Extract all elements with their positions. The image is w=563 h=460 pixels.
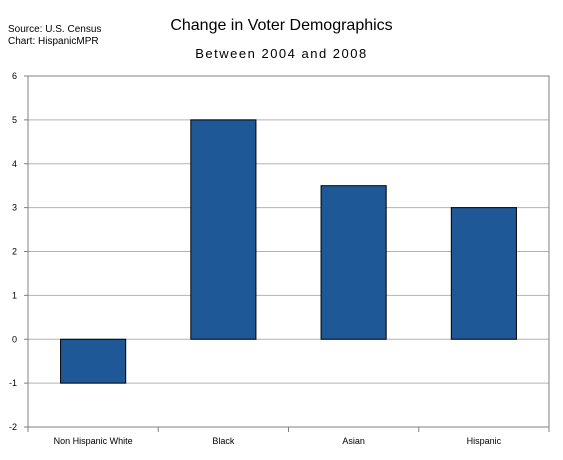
y-tick-label: 4 xyxy=(12,159,17,169)
bar xyxy=(60,338,127,384)
bar xyxy=(320,185,387,340)
y-tick-label: 2 xyxy=(12,247,17,257)
x-tick-label: Black xyxy=(212,436,235,446)
x-tick-label: Non Hispanic White xyxy=(54,436,133,446)
bar xyxy=(190,119,257,340)
y-tick-label: 0 xyxy=(12,334,17,344)
x-tick-label: Hispanic xyxy=(467,436,502,446)
y-tick-label: 6 xyxy=(12,71,17,81)
y-tick-label: -1 xyxy=(9,378,17,388)
y-tick-label: -2 xyxy=(9,422,17,432)
y-tick-label: 1 xyxy=(12,290,17,300)
chart-credit: Chart: HispanicMPR xyxy=(8,36,99,47)
y-tick-label: 5 xyxy=(12,115,17,125)
source-note: Source: U.S. Census xyxy=(8,24,102,35)
chart-title: Change in Voter Demographics xyxy=(170,17,393,34)
x-tick-label: Asian xyxy=(342,436,365,446)
chart-subtitle: Between 2004 and 2008 xyxy=(195,46,368,61)
y-tick-label: 3 xyxy=(12,203,17,213)
bar xyxy=(450,207,517,340)
